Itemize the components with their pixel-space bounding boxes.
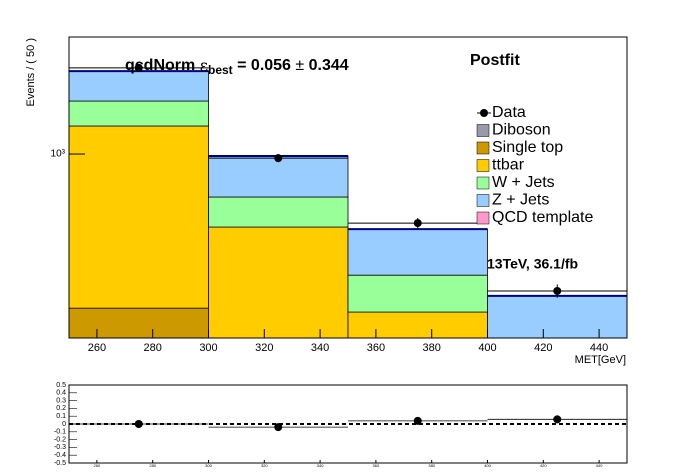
legend-swatch (476, 159, 490, 172)
y-tick-label: -0.4 (54, 452, 66, 459)
legend-label: Diboson (492, 122, 551, 139)
legend-swatch (476, 176, 490, 190)
y-tick-label: -0.2 (54, 436, 66, 443)
stack-segment (347, 274, 488, 313)
stack-segment (69, 100, 209, 127)
ratio-area (69, 415, 627, 432)
x-tick-label: 280 (149, 463, 156, 468)
legend-label: Data (492, 104, 526, 121)
data-point (274, 154, 283, 163)
ratio-point (413, 416, 422, 425)
x-tick-label: 420 (534, 342, 552, 354)
stack-segment (347, 228, 488, 276)
legend-swatch (476, 194, 490, 207)
y-tick-label: -0.3 (54, 444, 66, 451)
ratio-point (134, 420, 143, 428)
data-point (134, 63, 143, 72)
x-tick-label: 340 (317, 463, 324, 468)
y-tick-label: 10³ (51, 149, 66, 160)
y-axis-label: Events / ( 50 ) (25, 38, 37, 106)
x-tick-label: 400 (478, 342, 496, 354)
legend-data-marker (480, 109, 488, 117)
y-tick-label: -0.1 (54, 429, 66, 436)
legend-label: Single top (492, 139, 563, 156)
x-tick-label: 360 (367, 342, 385, 354)
frame (68, 36, 628, 339)
legend-swatch (476, 211, 490, 225)
title-error: 0.344 (309, 57, 349, 74)
title-pm: ± (295, 57, 304, 74)
x-tick-label: 400 (484, 463, 491, 468)
y-tick-label: -0.5 (54, 460, 66, 467)
plot-area (69, 63, 628, 420)
x-tick-label: 340 (311, 342, 329, 354)
stack-segment (208, 155, 349, 198)
stack-segment (69, 70, 209, 102)
y-tick-label: 0 (62, 421, 66, 428)
y-tick-label: 0.4 (56, 390, 66, 397)
x-tick-label: 320 (255, 342, 273, 354)
stack-segment (488, 369, 628, 420)
fit-title: qcdNorm εbest = 0.056 ± 0.344 (125, 56, 349, 78)
annotation: Postfit (470, 52, 520, 69)
stack-segment (208, 226, 349, 338)
x-tick-label: 420 (540, 463, 547, 468)
y-tick-label: 0.1 (56, 413, 66, 420)
y-tick-label: 0.5 (56, 382, 66, 389)
y-tick-label: 0.3 (56, 397, 66, 404)
x-tick-label: 260 (94, 463, 101, 468)
x-tick-label: 380 (423, 342, 441, 354)
title-symbol: ε (200, 56, 208, 75)
data-point (413, 219, 422, 228)
x-tick-label: 360 (373, 463, 380, 468)
data-point (553, 286, 562, 295)
title-result: = 0.056 (237, 57, 291, 74)
legend-label: W + Jets (492, 174, 555, 191)
x-tick-label: 440 (590, 342, 608, 354)
x-axis-label: MET[GeV] (575, 354, 626, 366)
x-tick-label: 380 (428, 463, 435, 468)
x-tick-label: 300 (199, 342, 217, 354)
x-tick-label: 320 (261, 463, 268, 468)
annotation: 13TeV, 36.1/fb (487, 256, 578, 272)
ratio-point (553, 415, 562, 424)
legend-label: QCD template (492, 209, 593, 226)
x-tick-label: 260 (88, 342, 106, 354)
ratio-point (274, 423, 283, 432)
title-subscript: best (208, 63, 233, 77)
x-tick-label: 280 (144, 342, 162, 354)
x-tick-label: 440 (596, 463, 603, 468)
legend-label: Z + Jets (492, 192, 549, 209)
stack-segment (69, 125, 209, 309)
title-name: qcdNorm (125, 57, 195, 74)
stack-segment (208, 196, 349, 228)
legend-swatch (476, 124, 490, 137)
x-tick-label: 300 (205, 463, 212, 468)
y-tick-label: 0.2 (56, 405, 66, 412)
legend-swatch (476, 141, 490, 155)
legend-label: ttbar (492, 157, 525, 174)
